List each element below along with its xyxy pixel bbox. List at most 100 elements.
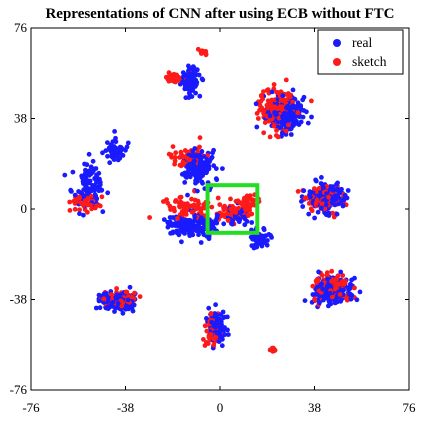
sketch-point [78,200,84,206]
sketch-point [267,134,273,140]
sketch-point [306,201,312,206]
sketch-point [183,202,189,208]
real-point [204,169,210,174]
sketch-point [175,216,180,221]
sketch-point [329,268,335,274]
real-point [301,108,307,113]
real-point [193,152,199,158]
sketch-point [258,107,264,113]
real-point [187,92,193,98]
sketch-point [177,155,183,160]
sketch-point [279,107,285,112]
real-point [179,221,185,227]
sketch-point [309,98,314,104]
sketch-point [295,110,301,116]
real-point [84,172,89,178]
real-point [100,150,105,156]
real-point [345,188,351,193]
sketch-point [180,154,186,160]
real-point [96,298,102,304]
sketch-point [77,207,82,213]
real-point [328,184,333,189]
real-point [310,292,316,297]
sketch-point [329,279,334,284]
real-point [93,305,99,311]
sketch-point [180,212,186,218]
real-point [62,172,68,178]
real-point [267,113,273,119]
sketch-point [194,205,199,210]
real-point [125,297,131,303]
real-point [93,166,99,171]
ticks-layer: -76 -38 0 38 76 76 38 0 -38 -76 [10,20,416,415]
real-point [280,93,286,99]
x-tick-label: 76 [403,400,417,415]
real-point [68,188,74,194]
legend-real-label: real [352,35,372,50]
real-point [248,234,254,240]
real-point [81,181,86,186]
real-point [193,90,199,96]
real-point [178,227,184,233]
sketch-point [282,98,288,104]
real-point [253,101,259,107]
real-point [214,220,220,226]
x-tick-label: -38 [117,400,134,415]
sketch-point [254,111,260,116]
real-point [95,185,100,191]
sketch-point [302,195,308,201]
real-point [187,88,193,94]
sketch-point [233,210,239,215]
y-tick-label: 38 [14,111,27,126]
real-point [210,224,216,230]
sketch-point [67,208,73,213]
real-point [198,162,204,168]
real-point [114,292,120,298]
real-point [105,153,110,159]
sketch-point [173,199,178,204]
real-point [336,201,342,207]
sketch-point [337,292,343,297]
sketch-point [244,196,250,202]
real-point [324,284,330,290]
real-point [290,87,296,93]
sketch-point [312,297,318,303]
sketch-point [168,76,174,81]
real-point [173,221,178,226]
sketch-point [326,194,331,200]
real-point [189,153,195,159]
real-point [261,227,267,233]
real-point [165,224,171,230]
sketch-point [233,198,239,204]
real-point [192,146,198,151]
sketch-point [322,206,328,212]
real-point [269,89,275,95]
real-point [127,284,133,290]
real-point [72,192,78,198]
real-point [191,67,197,73]
real-point [70,169,76,175]
sketch-point [237,200,243,206]
sketch-point [166,151,172,157]
sketch-point [261,89,266,94]
sketch-point [167,203,173,209]
x-tick-label: 0 [217,400,224,415]
sketch-point [275,134,281,140]
sketch-point [308,206,314,212]
sketch-point [114,286,119,291]
legend-sketch-marker [333,58,341,66]
real-point [198,240,204,245]
sketch-point [245,202,250,208]
sketch-point [246,213,251,218]
real-point [180,70,186,75]
real-point [297,114,303,119]
real-point [213,176,219,182]
real-point [112,129,117,134]
legend-real-marker [333,39,341,47]
real-point [348,296,354,302]
sketch-point [172,155,178,160]
sketch-point [173,150,179,156]
real-point [341,287,346,293]
real-point [115,301,121,306]
